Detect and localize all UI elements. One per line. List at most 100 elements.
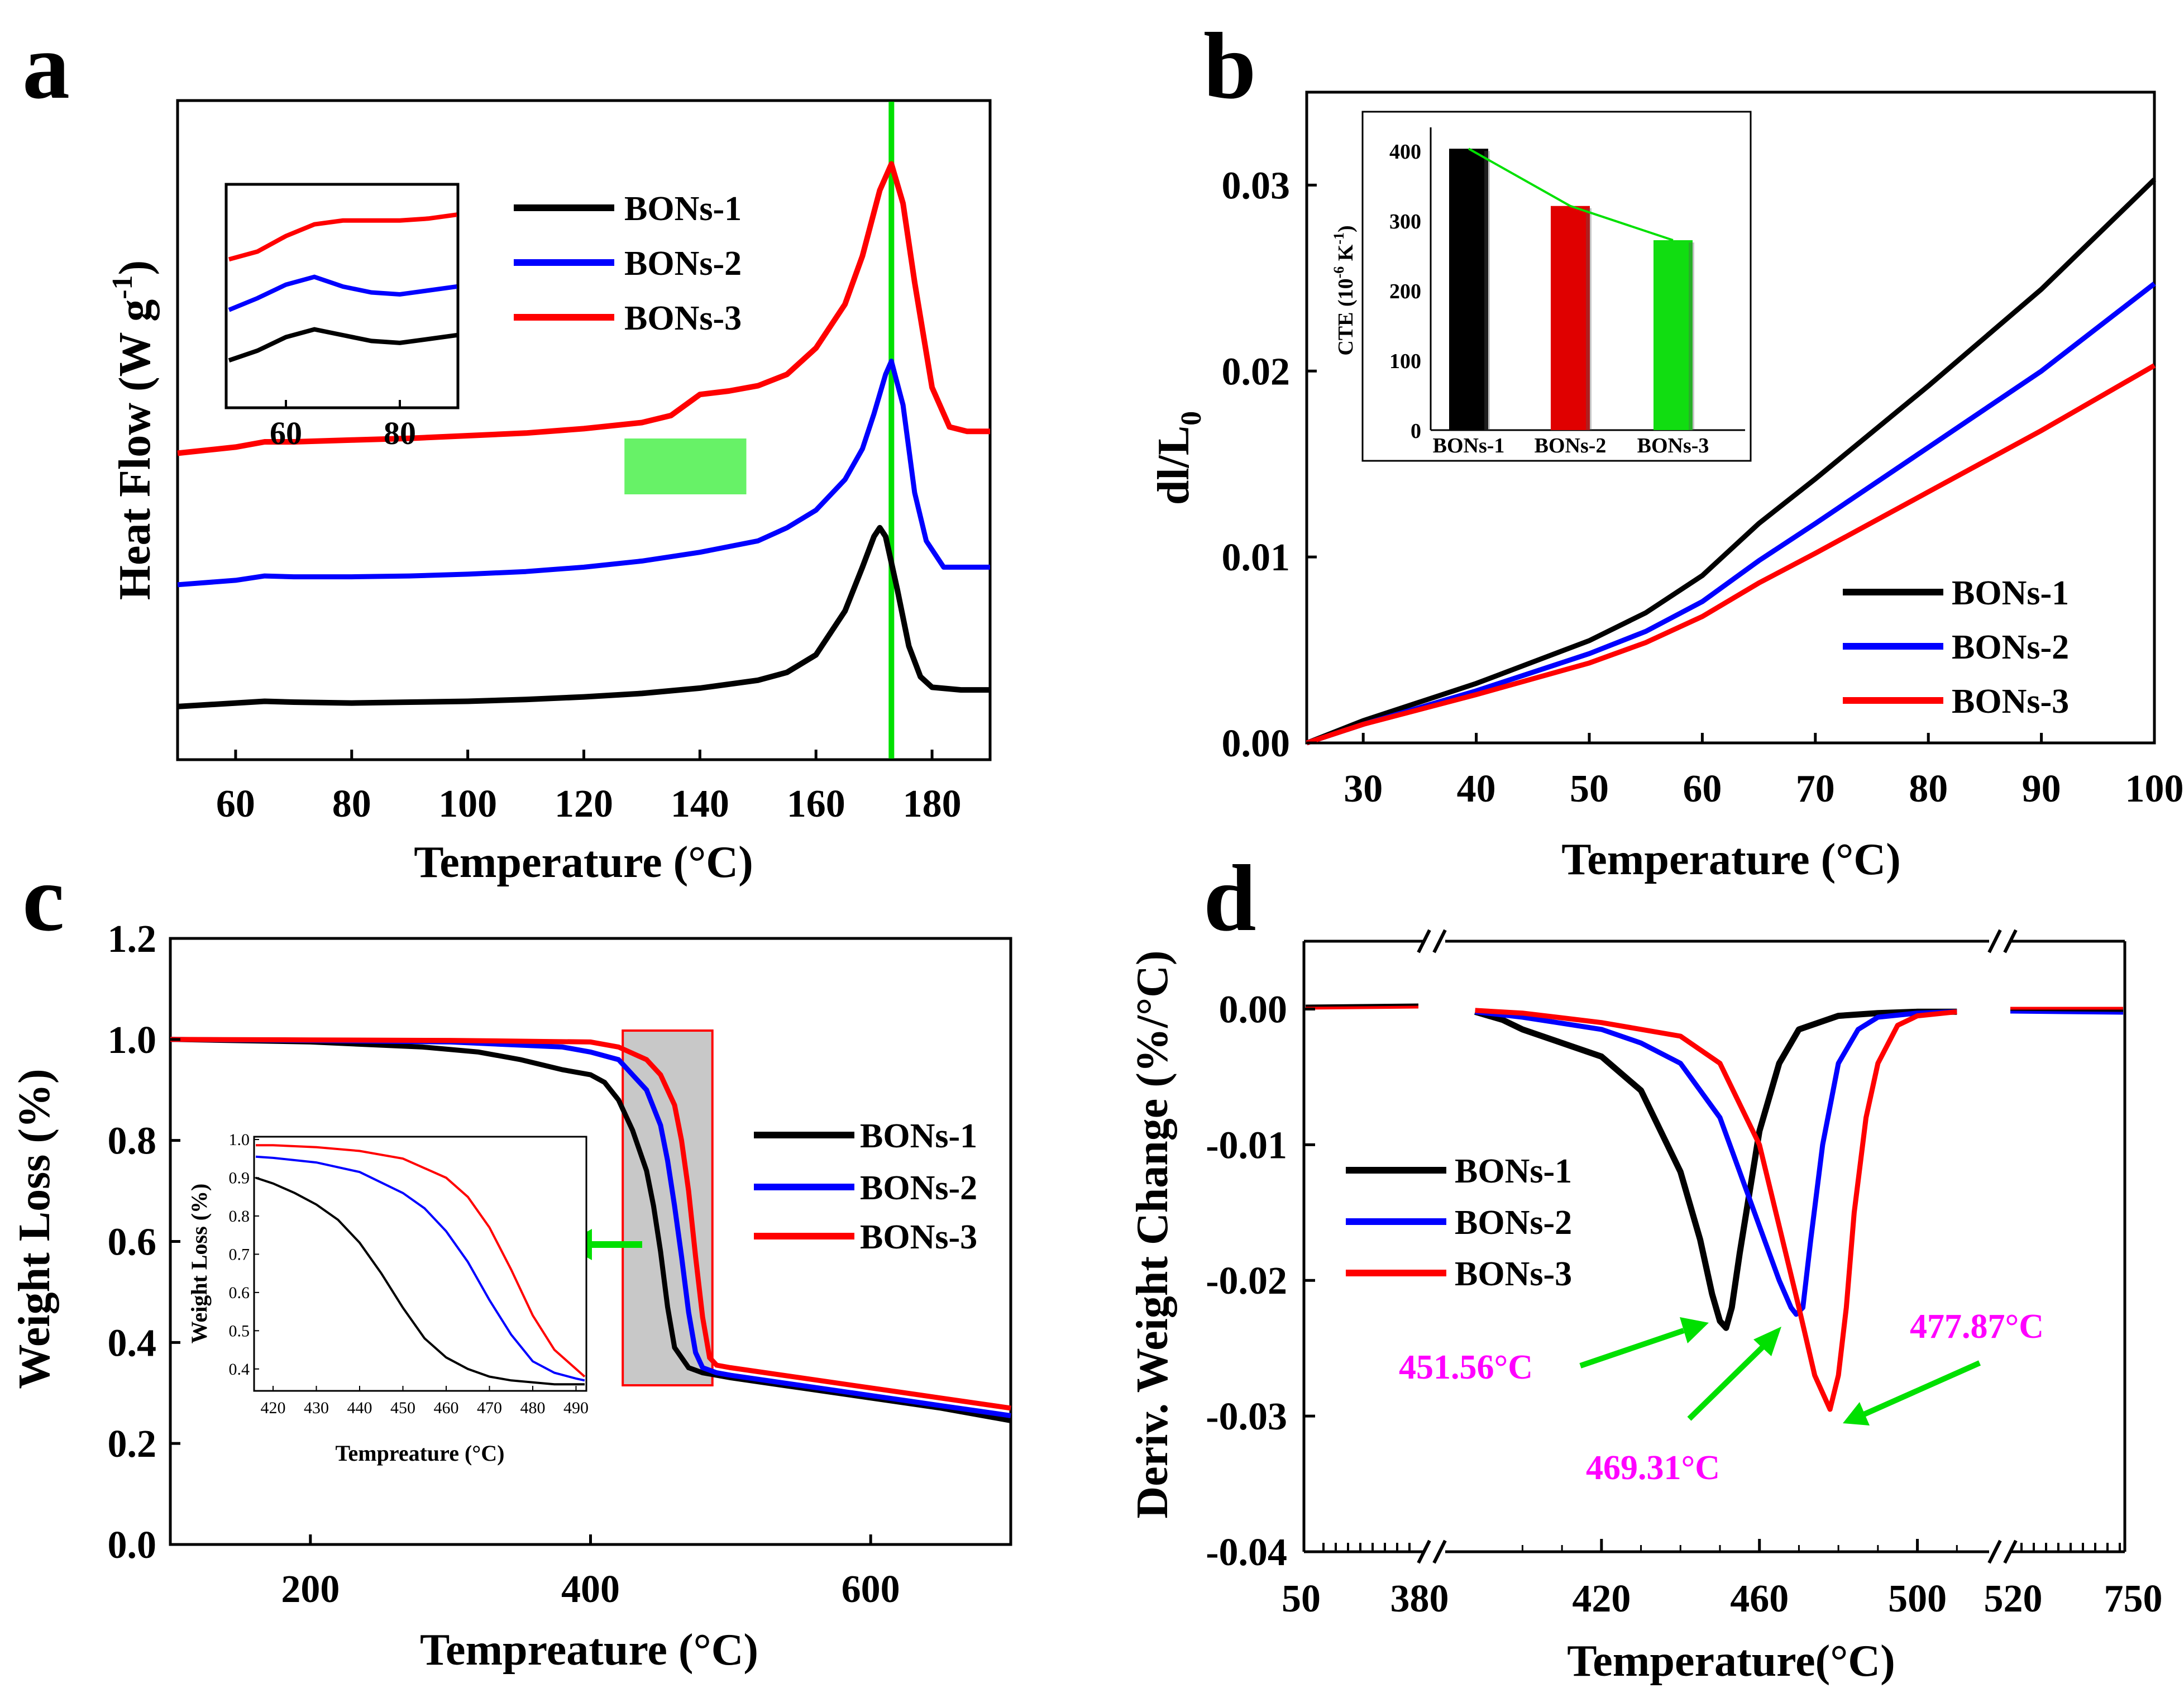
peak-arrow-bons3: [1862, 1360, 1981, 1417]
panel-a-inset-ticks: 60 80: [270, 400, 416, 451]
x-tick-label: 30: [1344, 767, 1383, 811]
x-tick-label: 400: [561, 1568, 620, 1611]
panel-b: b 30 40 50 60 70 80 90 100 0.00 0.01 0.02 0.03 Tem…: [1149, 13, 2184, 884]
series-line-bons-3: [177, 161, 990, 456]
inset-y-tick-label: 0.8: [229, 1207, 250, 1226]
panel-d-annotations: 451.56°C 469.31°C 477.87°C: [1399, 1308, 2044, 1487]
x-tick-label: 80: [1909, 767, 1948, 811]
inset-x-tick-label: 440: [347, 1399, 372, 1417]
x-tick-label: 180: [903, 783, 962, 826]
inset-line-bons-2: [255, 1155, 585, 1382]
x-tick-label: 120: [555, 783, 613, 826]
inset-trend-line: [1468, 147, 1674, 241]
peak-arrow-head-icon: [1843, 1402, 1870, 1426]
panel-c-xlabel: Tempreature (°C): [420, 1625, 758, 1675]
inset-y-tick-label: 300: [1389, 210, 1421, 233]
panel-c-inset-xlabel: Tempreature (°C): [336, 1441, 505, 1466]
inset-x-tick-label: 60: [270, 415, 302, 451]
panel-d-legend: BONs-1 BONs-2 BONs-3: [1346, 1152, 1572, 1293]
series-line-bons-2: [177, 359, 990, 588]
panel-d-y-ticks: 0.00 -0.01 -0.02 -0.03 -0.04: [1206, 988, 1315, 1574]
inset-bar-bons-2: [1551, 206, 1590, 430]
panel-b-x-ticks: 30 40 50 60 70 80 90 100: [1344, 733, 2184, 811]
legend-label-bons2: BONs-2: [624, 245, 742, 283]
panel-b-y-ticks: 0.00 0.01 0.02 0.03: [1222, 164, 1317, 765]
panel-c-series: [170, 1037, 1011, 1423]
y-tick-label: 0.4: [108, 1322, 157, 1365]
y-tick-label: -0.02: [1206, 1260, 1287, 1303]
panel-c-inset-ylabel: Weight Loss (%): [187, 1184, 212, 1344]
y-tick-label: -0.03: [1206, 1395, 1287, 1438]
inset-y-tick-label: 0.4: [229, 1360, 250, 1379]
highlight-box: [624, 438, 747, 494]
panel-c-inset-frame: [253, 1136, 587, 1392]
flat-right-bons1: [2010, 1008, 2124, 1013]
peak-label-bons1: 451.56°C: [1399, 1348, 1533, 1386]
legend-label-bons3: BONs-3: [860, 1218, 977, 1256]
panel-c-letter: c: [22, 846, 64, 951]
inset-bar-bons-1: [1449, 149, 1488, 430]
y-tick-label: -0.01: [1206, 1124, 1287, 1167]
panel-a-inset-series: [228, 212, 457, 363]
legend-label-bons3: BONs-3: [1952, 683, 2069, 721]
inset-line-bons-3: [228, 212, 457, 262]
x-tick-label: 100: [438, 783, 497, 826]
x-tick-label: 380: [1390, 1577, 1449, 1620]
peak-label-bons3: 477.87°C: [1910, 1308, 2044, 1346]
x-tick-label: 520: [1984, 1577, 2043, 1620]
legend-label-bons1: BONs-1: [624, 190, 742, 228]
x-tick-label: 100: [2125, 767, 2184, 811]
legend-label-bons1: BONs-1: [1455, 1152, 1572, 1190]
panel-b-legend: BONs-1 BONs-2 BONs-3: [1843, 574, 2069, 721]
inset-y-tick-label: 0.6: [229, 1284, 250, 1302]
panel-b-xlabel: Temperature (°C): [1561, 835, 1900, 884]
y-tick-label: 0.6: [108, 1221, 157, 1264]
legend-label-bons2: BONs-2: [1952, 628, 2069, 666]
panel-a-series: [177, 161, 990, 709]
peak-arrow-head-icon: [1680, 1317, 1709, 1343]
panel-a-letter: a: [22, 13, 70, 118]
panel-c-y-ticks: 0.0 0.2 0.4 0.6 0.8 1.0 1.2: [108, 918, 180, 1567]
y-tick-label: 0.01: [1222, 536, 1291, 579]
panel-b-ylabel: dl/L0: [1149, 411, 1207, 505]
panel-d-xlabel: Temperature(°C): [1567, 1637, 1895, 1686]
flat-left-bons3: [1305, 1005, 1419, 1010]
x-tick-label: 50: [1570, 767, 1609, 811]
y-tick-label: 0.00: [1222, 722, 1291, 765]
inset-x-tick-label: 470: [477, 1399, 502, 1417]
inset-y-tick-label: 200: [1389, 280, 1421, 303]
legend-label-bons3: BONs-3: [624, 299, 742, 337]
panel-b-inset-ylabel: CTE (10-6 K-1): [1331, 225, 1358, 355]
panel-d-x-ticks: 50 380 420 460 500 520 750: [1282, 1539, 2163, 1620]
legend-label-bons2: BONs-2: [860, 1169, 977, 1207]
peak-label-bons2: 469.31°C: [1586, 1449, 1720, 1487]
panel-d-minor-ticks: [1322, 1543, 2121, 1552]
y-tick-label: 0.03: [1222, 164, 1291, 207]
x-tick-label: 70: [1796, 767, 1835, 811]
y-tick-label: 0.0: [108, 1524, 157, 1567]
inset-y-tick-label: 0.9: [229, 1169, 250, 1187]
panel-c: c 200 400 600 0.0 0.2 0.4 0.6 0.8 1.0 1.2 Tempre…: [10, 846, 1012, 1675]
inset-x-tick-label: 460: [434, 1399, 459, 1417]
series-line-bons-1: [1474, 1008, 1957, 1331]
inset-y-tick-label: 0.7: [229, 1245, 250, 1264]
x-tick-label: 80: [332, 783, 371, 826]
x-tick-label: 500: [1888, 1577, 1947, 1620]
x-tick-label: 40: [1457, 767, 1496, 811]
panel-d-series: [1474, 1008, 1957, 1412]
y-tick-label: 0.00: [1219, 988, 1288, 1031]
panel-a-x-ticks: 60 80 100 120 140 160 180: [216, 750, 962, 826]
inset-y-tick-label: 100: [1389, 350, 1421, 373]
legend-label-bons1: BONs-1: [1952, 574, 2069, 612]
panel-d-letter: d: [1203, 846, 1256, 951]
panel-a-xlabel: Temperature (°C): [414, 838, 753, 887]
inset-line-bons-1: [228, 327, 457, 363]
inset-x-tick-label: 490: [563, 1399, 589, 1417]
series-line-bons-2: [170, 1037, 1011, 1418]
peak-arrow-bons2: [1687, 1344, 1766, 1421]
x-tick-label: 200: [281, 1568, 340, 1611]
series-line-bons-1: [177, 525, 990, 709]
legend-label-bons3: BONs-3: [1455, 1255, 1572, 1293]
x-tick-label: 160: [787, 783, 845, 826]
panel-b-inset-x-ticks: BONs-1 BONs-2 BONs-3: [1433, 434, 1709, 457]
